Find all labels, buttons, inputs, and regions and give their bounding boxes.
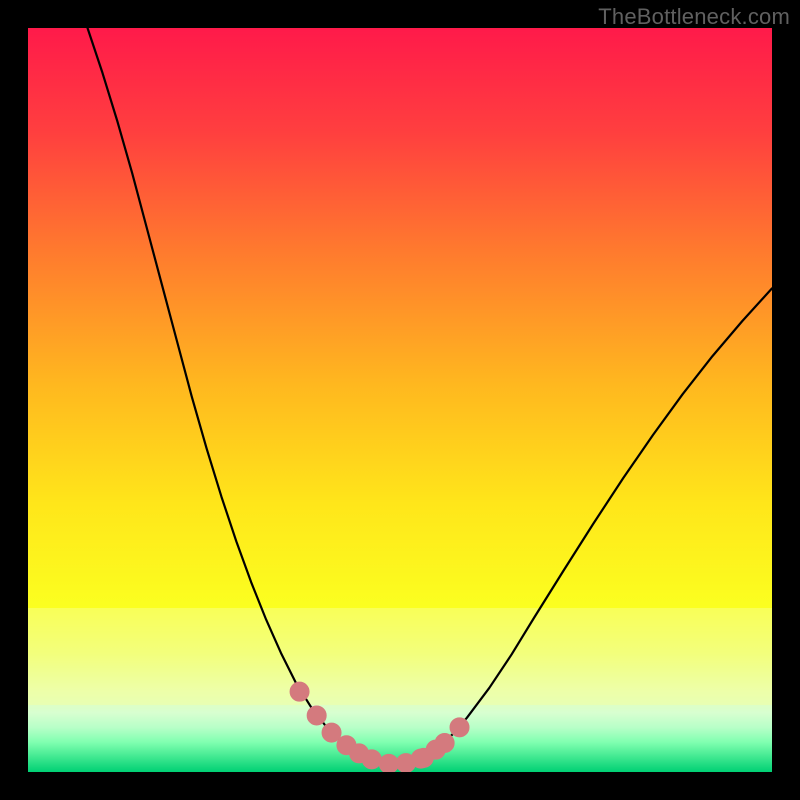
plot-area — [28, 28, 772, 772]
data-marker — [435, 733, 454, 752]
data-marker — [307, 706, 326, 725]
chart-frame: TheBottleneck.com — [0, 0, 800, 800]
data-marker — [450, 718, 469, 737]
data-marker — [379, 754, 398, 772]
chart-overlay — [28, 28, 772, 772]
data-marker — [362, 750, 381, 769]
watermark-text: TheBottleneck.com — [598, 4, 790, 30]
data-markers — [290, 682, 469, 772]
bottleneck-curve — [88, 28, 772, 765]
data-marker — [322, 723, 341, 742]
data-marker — [290, 682, 309, 701]
